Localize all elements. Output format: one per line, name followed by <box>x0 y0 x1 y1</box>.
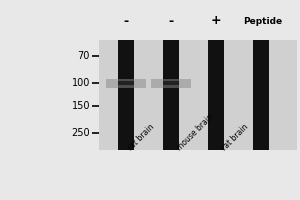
Bar <box>151 78 191 88</box>
Text: 250: 250 <box>71 128 90 138</box>
Text: rat brain: rat brain <box>220 122 250 152</box>
Bar <box>253 40 269 150</box>
Text: 100: 100 <box>72 78 90 88</box>
Bar <box>99 40 297 150</box>
Text: rat brain: rat brain <box>126 122 156 152</box>
Bar <box>118 81 134 85</box>
Bar <box>118 81 134 85</box>
Bar <box>118 40 134 150</box>
Bar <box>163 81 179 85</box>
Text: Peptide: Peptide <box>243 17 282 25</box>
Text: mouse brain: mouse brain <box>176 112 216 152</box>
Bar <box>163 81 179 85</box>
Text: 150: 150 <box>71 101 90 111</box>
Text: -: - <box>123 15 129 27</box>
Text: -: - <box>168 15 174 27</box>
Bar <box>163 40 179 150</box>
Text: +: + <box>211 15 221 27</box>
Bar <box>208 40 224 150</box>
Text: 70: 70 <box>78 51 90 61</box>
Bar <box>106 78 146 88</box>
